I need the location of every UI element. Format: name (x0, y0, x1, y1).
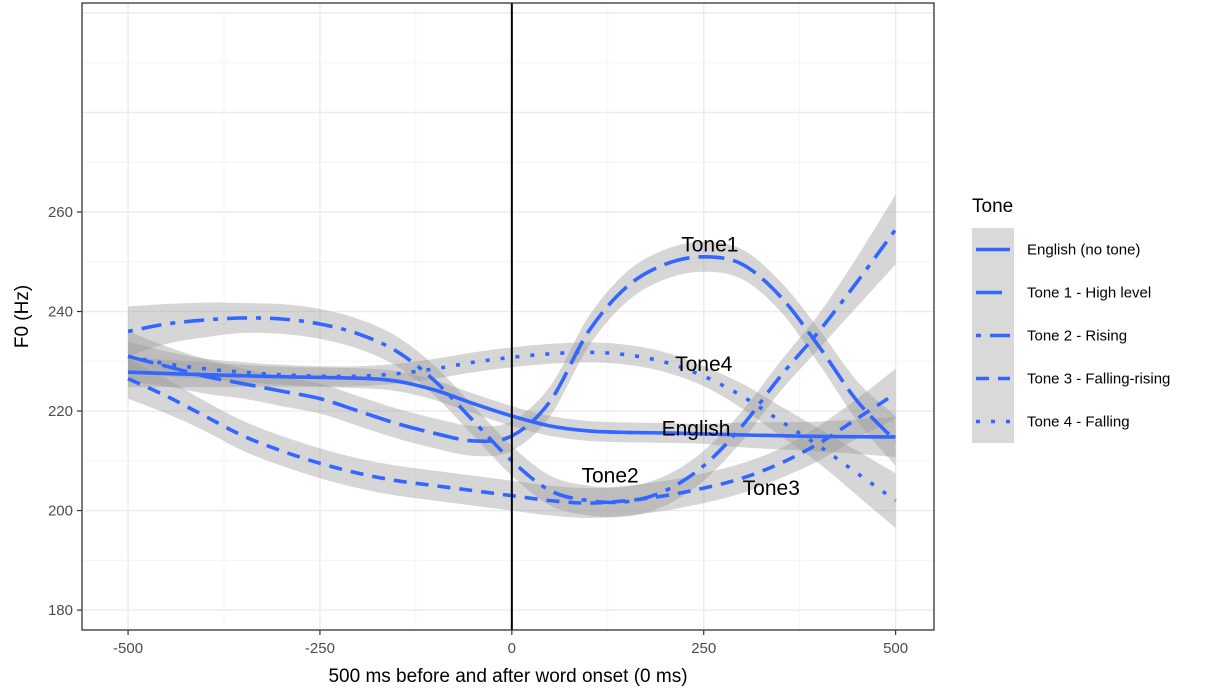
y-axis-title: F0 (Hz) (12, 285, 33, 348)
legend: Tone English (no tone) Tone 1 - High leve… (972, 196, 1170, 443)
y-tick-label: 200 (48, 503, 73, 520)
x-tick-label: 250 (691, 640, 716, 657)
legend-entry-label: Tone 3 - Falling-rising (1027, 371, 1170, 388)
y-tick-label: 180 (48, 602, 73, 619)
x-axis: -500 -250 0 250 500 (113, 630, 908, 657)
y-tick-label: 220 (48, 403, 73, 420)
x-tick-label: 500 (883, 640, 908, 657)
x-tick-label: 0 (508, 640, 516, 657)
legend-title: Tone (972, 196, 1013, 217)
legend-entry-label: Tone 4 - Falling (1027, 414, 1130, 431)
confidence-band (128, 341, 896, 528)
confidence-band (128, 241, 896, 466)
annotation-label: Tone3 (743, 477, 800, 500)
y-tick-label: 240 (48, 304, 73, 321)
annotation-label: Tone2 (581, 465, 638, 488)
annotation-label: Tone1 (681, 233, 738, 256)
confidence-band (128, 358, 896, 519)
legend-entry-label: Tone 2 - Rising (1027, 328, 1127, 345)
annotation-label: Tone4 (675, 353, 733, 376)
x-axis-title: 500 ms before and after word onset (0 ms… (328, 666, 687, 687)
legend-entry-label: Tone 1 - High level (1027, 285, 1151, 302)
y-axis: 180 200 220 240 260 (48, 204, 82, 619)
x-tick-label: -500 (113, 640, 143, 657)
annotation-layer: Tone1 Tone4 English Tone2 Tone3 (581, 233, 799, 500)
x-tick-label: -250 (305, 640, 335, 657)
plot-panel-border (81, 2, 935, 631)
y-tick-label: 260 (48, 204, 73, 221)
legend-entry-label: English (no tone) (1027, 242, 1140, 259)
annotation-label: English (662, 417, 731, 440)
